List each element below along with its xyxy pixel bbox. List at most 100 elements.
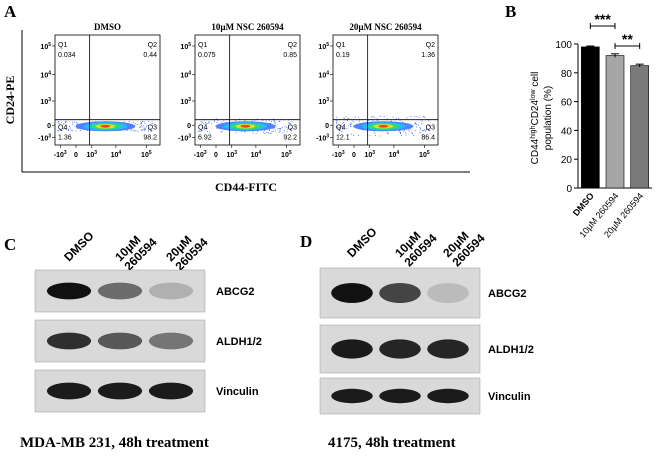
event-dot [244, 131, 246, 133]
event-dot [424, 130, 426, 132]
event-dot [392, 116, 394, 118]
event-dot [68, 129, 70, 131]
lane-label: 10µM260594 [392, 222, 440, 270]
quadrant-value: 86.4 [421, 135, 435, 142]
event-dot [341, 128, 343, 130]
event-dot [395, 117, 397, 119]
event-dot [277, 128, 279, 130]
quadrant-name: Q2 [148, 42, 157, 49]
event-dot [418, 116, 420, 118]
event-dot [416, 116, 418, 118]
event-dot [273, 120, 275, 122]
tick-label: -103 [178, 133, 191, 142]
lane-label: 20µM260594 [163, 226, 211, 274]
event-dot [383, 116, 385, 118]
event-dot [70, 127, 72, 129]
event-dot [376, 118, 378, 120]
event-dot [271, 121, 273, 123]
event-dot [64, 120, 66, 122]
event-dot [135, 129, 137, 131]
event-dot [130, 130, 132, 132]
event-dot [344, 124, 346, 126]
event-dot [281, 126, 283, 128]
tick-label: -103 [38, 133, 51, 142]
event-dot [133, 130, 135, 132]
event-dot [200, 120, 202, 122]
event-dot [252, 132, 254, 134]
event-dot [353, 135, 355, 137]
event-dot [68, 125, 70, 127]
significance-label: ** [622, 31, 633, 47]
lane-line: DMSO [61, 229, 96, 264]
event-dot [141, 123, 143, 125]
event-dot [263, 131, 265, 133]
event-dot [347, 117, 349, 119]
tick-base: 10 [86, 152, 94, 159]
event-dot [70, 130, 72, 132]
event-dot [274, 128, 276, 130]
event-dot [140, 121, 142, 123]
tick-exp: 3 [48, 133, 51, 139]
event-dot [390, 120, 392, 122]
tick-label: 0 [352, 152, 356, 159]
event-dot [358, 116, 360, 118]
band [331, 339, 373, 359]
tick-exp: 3 [326, 97, 329, 103]
event-dot [275, 130, 277, 132]
event-dot [350, 124, 352, 126]
tick-exp: 3 [94, 150, 97, 156]
event-dot [61, 122, 63, 124]
tick-exp: 3 [188, 133, 191, 139]
band [97, 282, 143, 300]
panel-label: A [4, 2, 17, 21]
event-dot [142, 129, 144, 131]
event-dot [58, 120, 60, 122]
event-dot [64, 124, 66, 126]
event-dot [408, 129, 410, 131]
event-dot [346, 120, 348, 122]
event-dot [270, 132, 272, 134]
quadrant-value: 98.2 [143, 135, 157, 142]
event-dot [406, 117, 408, 119]
event-dot [289, 122, 291, 124]
tick-label: 103 [364, 150, 375, 159]
event-dot [287, 126, 289, 128]
density [378, 124, 389, 128]
event-dot [374, 132, 376, 134]
event-dot [414, 129, 416, 131]
tick-base: 10 [180, 73, 188, 80]
event-dot [415, 122, 417, 124]
tick-exp: 4 [258, 150, 261, 156]
quadrant-value: 0.075 [198, 52, 216, 59]
tick-label: 0 [187, 123, 191, 130]
event-dot [202, 126, 204, 128]
lane-label: 10µM260594 [112, 226, 160, 274]
lane-label: DMSO [61, 229, 96, 264]
panel-label: C [4, 235, 16, 254]
panel-label: D [300, 232, 312, 251]
event-dot [200, 130, 202, 132]
event-dot [403, 130, 405, 132]
event-dot [369, 135, 371, 137]
event-dot [265, 120, 267, 122]
band [427, 388, 469, 404]
event-dot [339, 124, 341, 126]
event-dot [151, 123, 153, 125]
tick-label: 104 [40, 71, 51, 80]
event-dot [65, 120, 67, 122]
event-dot [150, 130, 152, 132]
tick-base: -10 [194, 152, 204, 159]
event-dot [339, 132, 341, 134]
flow-plot: DMSOQ10.034Q20.44Q41.36Q398.21051041030-… [38, 22, 161, 159]
quadrant-value: 12.1 [336, 135, 350, 142]
event-dot [414, 116, 416, 118]
y-tick-label: 80 [561, 69, 573, 80]
event-dot [283, 129, 285, 131]
tick-base: 10 [40, 99, 48, 106]
event-dot [350, 122, 352, 124]
event-dot [352, 121, 354, 123]
tick-base: 0 [352, 152, 356, 159]
bar-chart: 0 20 40 60 80 100 CD44highCD24low cellpopulati… [530, 11, 652, 240]
event-dot [58, 123, 60, 125]
event-dot [264, 133, 266, 135]
